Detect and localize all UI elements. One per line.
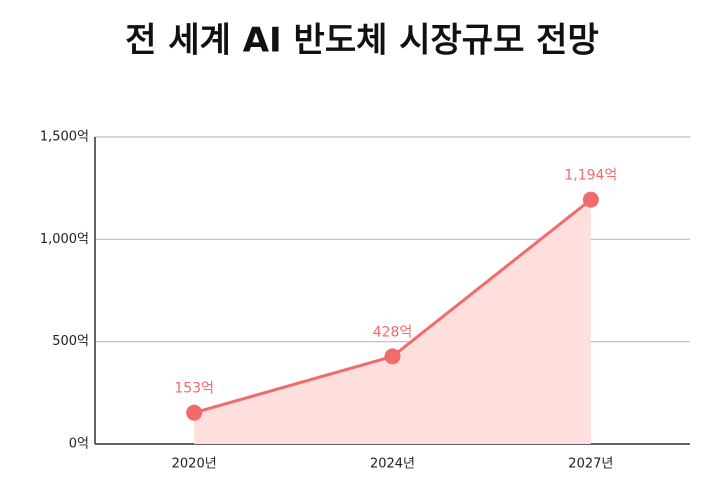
value-label: 428억 <box>373 324 413 340</box>
y-tick-label: 1,500억 <box>40 130 89 145</box>
y-tick-label: 500억 <box>52 334 89 349</box>
point <box>384 348 401 365</box>
point <box>582 191 599 208</box>
y-tick-label: 1,000억 <box>40 232 89 247</box>
area <box>194 199 591 444</box>
x-tick-label: 2024년 <box>370 457 415 472</box>
chart-title: 전 세계 AI 반도체 시장규모 전망 <box>125 21 599 61</box>
y-tick-label: 0억 <box>69 437 89 452</box>
x-tick-label: 2020년 <box>172 457 217 472</box>
value-label: 1,194억 <box>564 168 617 184</box>
x-tick-label: 2027년 <box>568 457 613 472</box>
value-label: 153억 <box>174 381 214 397</box>
point <box>186 404 203 421</box>
